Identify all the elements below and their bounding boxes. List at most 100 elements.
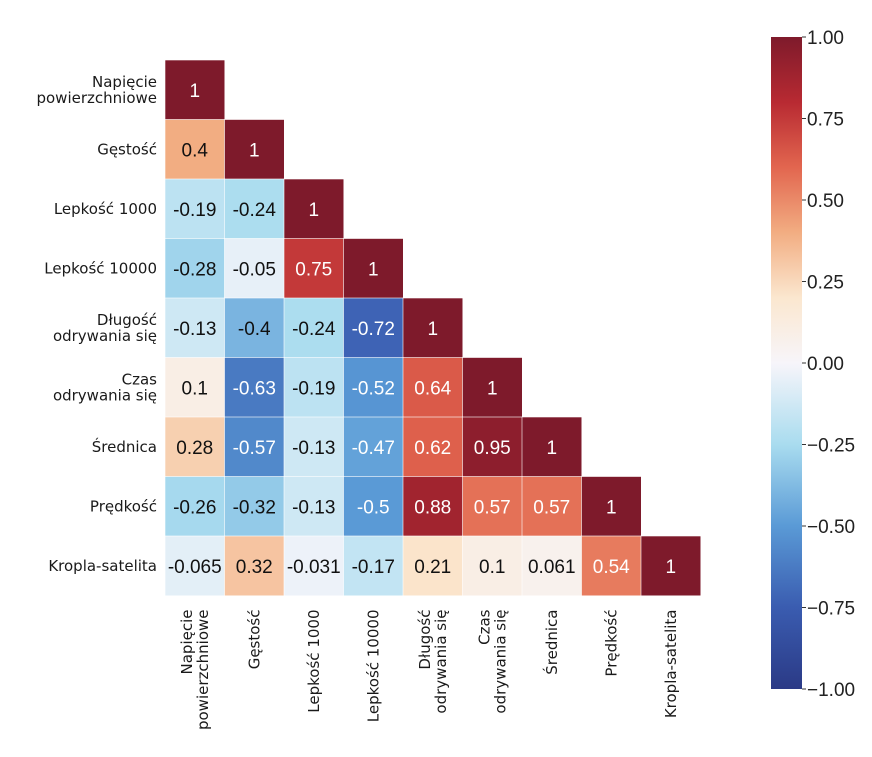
y-tick-label: odrywania się — [53, 386, 157, 404]
cell-value-label: -0.52 — [352, 378, 395, 399]
cell-value-label: 0.64 — [414, 378, 451, 399]
y-tick-label: odrywania się — [53, 327, 157, 345]
y-tick-label: Napięcie — [92, 73, 157, 91]
cell-value-label: 0.061 — [528, 557, 576, 578]
cell-value-label: 1 — [189, 81, 200, 102]
x-tick-label: odrywania się — [491, 610, 509, 714]
colorbar-tick-label: −0.75 — [807, 599, 855, 620]
y-tick-label: powierzchniowe — [36, 89, 157, 107]
cell-value-label: -0.72 — [352, 319, 395, 340]
heatmap-cell — [640, 535, 702, 597]
heatmap-cell — [164, 535, 226, 597]
heatmap-cell — [164, 357, 226, 418]
heatmap-cell — [283, 476, 345, 537]
colorbar-tick-label: 1.00 — [807, 28, 844, 49]
heatmap-cell — [283, 357, 345, 418]
y-tick-label: Lepkość 1000 — [54, 200, 157, 218]
cell-value-label: 0.62 — [414, 438, 451, 459]
cell-value-label: 1 — [487, 378, 498, 399]
y-tick-label: Kropla-satelita — [48, 557, 157, 575]
heatmap-cell — [164, 416, 226, 478]
cell-value-label: 1 — [606, 497, 617, 518]
heatmap-cell — [224, 297, 285, 359]
heatmap-cell — [343, 416, 404, 478]
colorbar-tick-label: 0.00 — [807, 354, 844, 375]
heatmap-cell — [224, 238, 285, 299]
cell-value-label: -0.05 — [233, 259, 276, 280]
cell-value-label: 0.28 — [176, 438, 213, 459]
cell-value-label: 1 — [249, 140, 260, 161]
heatmap-cell — [521, 535, 583, 597]
x-tick-label: Średnica — [542, 610, 561, 675]
cell-value-label: -0.13 — [292, 438, 335, 459]
cell-value-label: 0.21 — [414, 557, 451, 578]
cell-value-label: 1 — [665, 557, 676, 578]
heatmap-cell — [224, 357, 285, 418]
colorbar-tick-label: 0.50 — [807, 191, 844, 212]
heatmap-cell — [283, 535, 345, 597]
heatmap-cell — [402, 297, 464, 359]
heatmap-cell — [581, 476, 642, 537]
heatmap-cells: 1 0.4 1 -0.19 -0.24 1 -0.28 -0.05 0.75 1 -0.13 -0.4… — [164, 59, 702, 597]
cell-value-label: -0.63 — [233, 378, 276, 399]
cell-value-label: 0.1 — [182, 378, 208, 399]
cell-value-label: 1 — [308, 200, 319, 221]
cell-value-label: 1 — [368, 259, 379, 280]
heatmap-cell — [164, 119, 226, 180]
cell-value-label: 0.4 — [182, 140, 209, 161]
heatmap-cell — [402, 357, 464, 418]
cell-value-label: -0.24 — [233, 200, 277, 221]
x-tick-label: Lepkość 10000 — [364, 610, 382, 723]
heatmap-cell — [462, 535, 523, 597]
y-tick-label: Lepkość 10000 — [44, 259, 157, 277]
cell-value-label: 0.54 — [593, 557, 630, 578]
heatmap-cell — [343, 357, 404, 418]
cell-value-label: -0.24 — [292, 319, 336, 340]
colorbar: 1.00 0.75 0.50 0.25 0.00 −0.25 −0.50 −0.75 −1.00 — [771, 28, 855, 701]
y-tick-label: Długość — [97, 311, 157, 329]
cell-value-label: -0.17 — [352, 557, 395, 578]
heatmap-cell — [402, 535, 464, 597]
cell-value-label: -0.13 — [292, 497, 335, 518]
heatmap-cell — [224, 416, 285, 478]
cell-value-label: 0.57 — [533, 497, 570, 518]
heatmap-cell — [224, 535, 285, 597]
y-tick-label: Czas — [122, 370, 158, 388]
colorbar-tick-label: 0.75 — [807, 110, 844, 131]
cell-value-label: -0.26 — [173, 497, 216, 518]
heatmap-cell — [343, 535, 404, 597]
cell-value-label: 1 — [546, 438, 557, 459]
x-tick-label: odrywania się — [432, 610, 450, 714]
cell-value-label: -0.065 — [168, 557, 222, 578]
heatmap-cell — [164, 59, 226, 121]
cell-value-label: 0.88 — [414, 497, 451, 518]
cell-value-label: -0.32 — [233, 497, 276, 518]
heatmap-cell — [343, 238, 404, 299]
cell-value-label: -0.19 — [173, 200, 216, 221]
heatmap-cell — [521, 416, 583, 478]
colorbar-tick-label: −1.00 — [807, 680, 855, 701]
cell-value-label: 1 — [427, 319, 438, 340]
cell-value-label: -0.19 — [292, 378, 335, 399]
cell-value-label: -0.4 — [238, 319, 271, 340]
y-tick-label: Średnica — [92, 437, 157, 456]
heatmap-cell — [283, 178, 345, 240]
heatmap-cell — [164, 178, 226, 240]
x-tick-label: Długość — [416, 610, 434, 670]
heatmap-cell — [164, 476, 226, 537]
heatmap-cell — [462, 416, 523, 478]
x-tick-label: Prędkość — [602, 610, 620, 677]
y-tick-label: Gęstość — [97, 140, 157, 158]
heatmap-cell — [462, 357, 523, 418]
cell-value-label: -0.57 — [233, 438, 276, 459]
x-tick-label: Kropla-satelita — [662, 610, 680, 719]
x-tick-label: Napięcie — [178, 610, 196, 675]
heatmap-cell — [224, 119, 285, 180]
cell-value-label: -0.13 — [173, 319, 216, 340]
heatmap-cell — [343, 297, 404, 359]
colorbar-gradient — [771, 37, 802, 689]
heatmap-cell — [224, 178, 285, 240]
